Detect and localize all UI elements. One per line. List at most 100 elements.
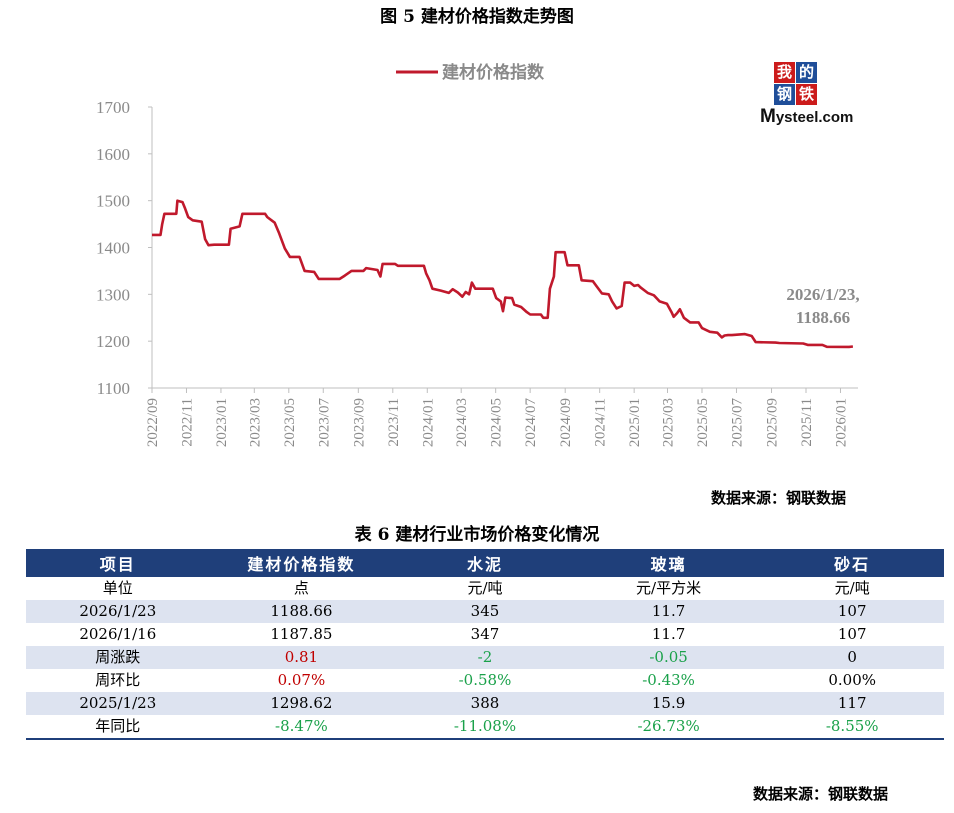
y-tick-label: 1400	[96, 239, 130, 258]
x-tick-label: 2024/11	[593, 398, 609, 447]
x-tick-label: 2023/01	[214, 398, 230, 447]
table-cell: 周涨跌	[26, 646, 210, 669]
x-tick-label: 2022/11	[179, 398, 195, 447]
table-header-cell: 玻璃	[576, 549, 761, 577]
table-cell: -11.08%	[453, 717, 517, 735]
logo-cell-3: 钢	[774, 84, 795, 105]
table-cell: -2	[393, 646, 577, 669]
table-body: 单位点元/吨 元/平方米 元/吨 2026/1/23 1188.66 345 11.7 107…	[26, 577, 944, 739]
table-header-cell: 水泥	[393, 549, 577, 577]
table-cell: 0.00%	[828, 671, 877, 689]
table-row: 单位 点 元/吨 元/平方米 元/吨	[26, 577, 944, 600]
annotation-label-line: 1188.66	[796, 308, 850, 327]
annotation: 2026/1/23, 1188.66	[786, 285, 859, 327]
x-axis: 2022/09 2022/11 2023/01 2023/03 2023/05 2023/…	[145, 387, 858, 448]
table-cell: -0.05	[576, 646, 761, 669]
series-line	[152, 199, 854, 349]
table-cell: -8.55%	[825, 717, 879, 735]
table-cell: -26.73%	[637, 717, 700, 735]
legend: 建材价格指数	[396, 62, 545, 83]
table-row: 周环比 0.07% -0.58% -0.43% 0.00%	[26, 669, 944, 692]
x-tick-label: 2026/01	[833, 398, 849, 447]
x-tick-label: 2025/11	[799, 398, 815, 447]
mysteel-logo: 我 的 钢 铁 Mysteel.com	[760, 62, 860, 127]
table-cell: 1187.85	[270, 625, 333, 643]
table-cell: 2025/1/23	[26, 692, 210, 715]
series-area	[152, 199, 854, 349]
table-cell: 1298.62	[209, 692, 394, 715]
table-cell: 347	[470, 625, 500, 643]
table-cell: 11.7	[651, 625, 686, 643]
logo-cell-2: 的	[796, 62, 817, 83]
x-tick-label: 2024/07	[523, 398, 539, 448]
table-cell: 11.7	[576, 600, 761, 623]
y-tick-label: 1700	[96, 98, 130, 117]
table-row: 年同比 -8.47% -11.08% -26.73% -8.55%	[26, 715, 944, 739]
table-header-cell: 砂石	[760, 549, 944, 577]
x-tick-label: 2024/03	[454, 398, 470, 447]
table-cell: 1188.66	[209, 600, 394, 623]
table-cell: 345	[393, 600, 577, 623]
x-tick-label: 2025/07	[729, 398, 745, 448]
table-row: 2026/1/16 1187.85 347 11.7 107	[26, 623, 944, 646]
table-cell: 2026/1/16	[79, 625, 157, 643]
table-cell: 0.81	[209, 646, 394, 669]
table-row: 2025/1/23 1298.62 388 15.9 117	[26, 692, 944, 715]
table-cell: -0.43%	[642, 671, 695, 689]
annotation-label-line: 2026/1/23,	[786, 285, 859, 304]
x-tick-label: 2023/05	[282, 398, 298, 447]
table-cell: 107	[760, 600, 944, 623]
x-tick-label: 2023/07	[316, 398, 332, 448]
table-cell: 107	[837, 625, 867, 643]
logo-cell-4: 铁	[796, 84, 817, 105]
x-tick-label: 2025/09	[765, 398, 781, 447]
table-cell: 15.9	[576, 692, 761, 715]
table-cell: 2026/1/23	[26, 600, 210, 623]
x-tick-label: 2025/05	[695, 398, 711, 447]
x-tick-label: 2023/11	[386, 398, 402, 447]
table-cell: -8.47%	[275, 717, 328, 735]
x-tick-label: 2025/03	[661, 398, 677, 447]
x-tick-label: 2024/01	[420, 398, 436, 447]
table-cell: 年同比	[95, 717, 141, 735]
figure-title: 图 5 建材价格指数走势图	[380, 7, 574, 27]
y-tick-label: 1600	[96, 145, 130, 164]
table-cell: 元/吨	[834, 579, 870, 597]
table-header-cell: 建材价格指数	[209, 549, 394, 577]
table-cell: 元/吨	[467, 579, 503, 597]
table-row: 周涨跌 0.81 -2 -0.05 0	[26, 646, 944, 669]
table-cell: 117	[760, 692, 944, 715]
table-cell: 元/平方米	[636, 579, 702, 597]
y-tick-label: 1200	[96, 332, 130, 351]
table-title: 表 6 建材行业市场价格变化情况	[354, 525, 600, 545]
chart-source-note: 数据来源：钢联数据	[710, 489, 846, 507]
y-tick-label: 1500	[96, 192, 130, 211]
table-source-note: 数据来源：钢联数据	[752, 785, 888, 803]
table-cell: -0.58%	[458, 671, 512, 689]
logo-wordmark: Mysteel.com	[760, 106, 853, 128]
logo-cell-1: 我	[774, 62, 795, 83]
x-tick-label: 2024/09	[558, 398, 574, 447]
logo-wordmark-initial: M	[760, 106, 776, 127]
price-change-table: 项目 建材价格指数 水泥 玻璃 砂石 单位点元/吨 元/平方米 元/吨 2026/1/23 11…	[26, 549, 944, 740]
x-tick-label: 2024/05	[489, 398, 505, 447]
x-tick-label: 2022/09	[145, 398, 161, 447]
x-tick-label: 2023/03	[247, 398, 263, 447]
logo-wordmark-rest: ysteel.com	[775, 109, 854, 126]
table-header-row: 项目 建材价格指数 水泥 玻璃 砂石	[26, 549, 944, 577]
x-tick-label: 2025/01	[627, 398, 643, 447]
table-cell: 点	[293, 579, 309, 597]
y-tick-label: 1300	[96, 285, 130, 304]
table-cell: 周环比	[95, 671, 141, 689]
y-tick-label: 1100	[97, 379, 130, 398]
legend-label: 建材价格指数	[442, 62, 545, 83]
table-cell: 0.07%	[277, 671, 326, 689]
y-axis: 1100 1200 1300 1400 1500 1600 1700	[96, 98, 153, 398]
table-header-cell: 项目	[26, 549, 210, 577]
table-row: 2026/1/23 1188.66 345 11.7 107	[26, 600, 944, 623]
table-cell: 388	[393, 692, 577, 715]
x-tick-label: 2023/09	[351, 398, 367, 447]
table-cell: 0	[760, 646, 944, 669]
table-cell: 单位	[102, 579, 133, 597]
